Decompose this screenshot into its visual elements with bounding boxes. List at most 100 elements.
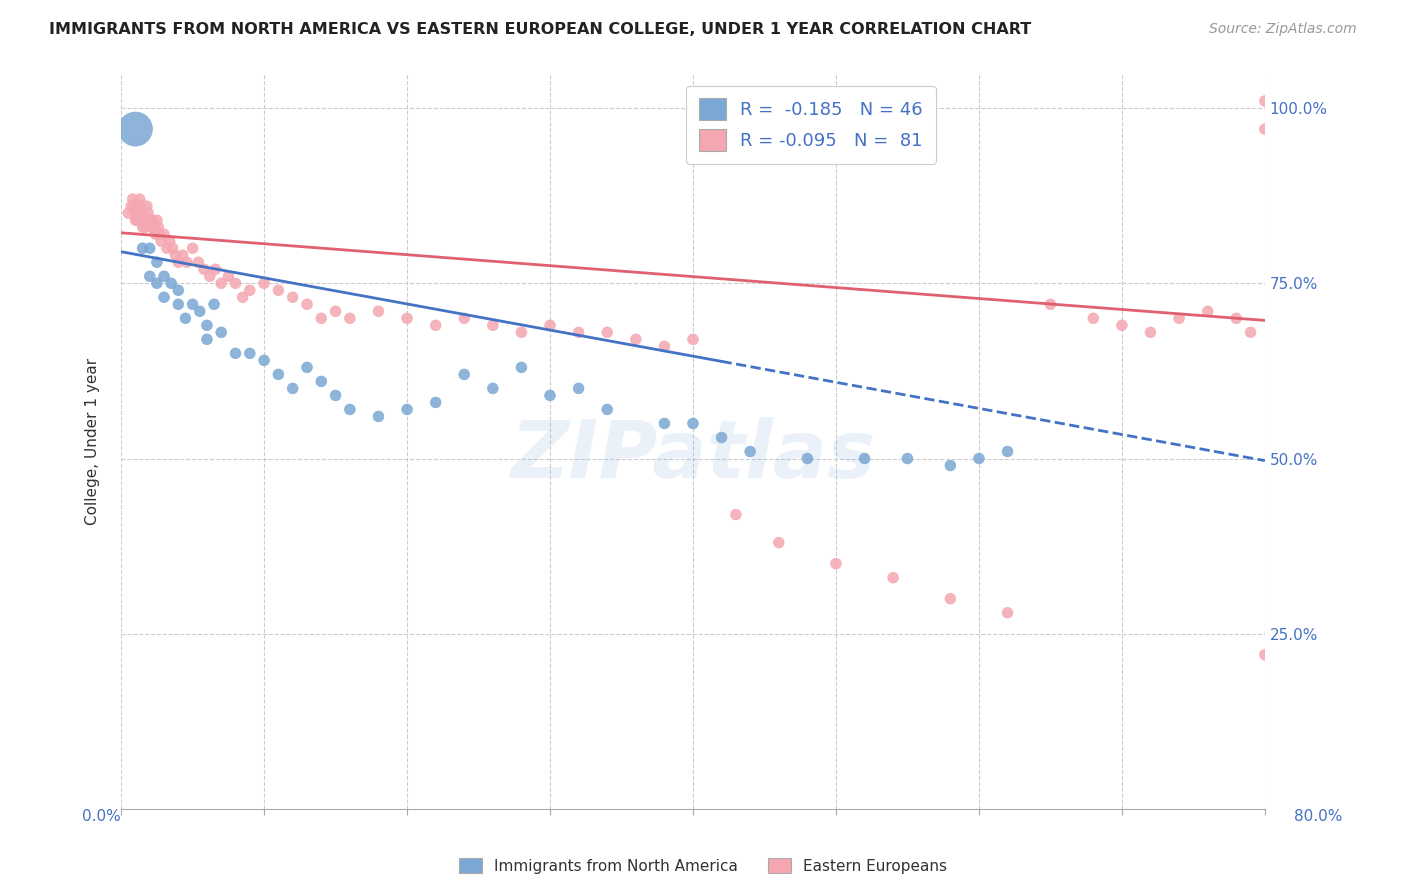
Point [453, 368, 475, 382]
Point [209, 277, 232, 291]
Point [128, 192, 150, 206]
Point [209, 326, 232, 340]
Point [425, 318, 447, 333]
Point [146, 277, 169, 291]
Legend: R =  -0.185   N = 46, R = -0.095   N =  81: R = -0.185 N = 46, R = -0.095 N = 81 [686, 86, 935, 164]
Point [131, 241, 153, 255]
Point [124, 213, 146, 227]
Point [568, 381, 591, 395]
Point [796, 451, 818, 466]
Point [132, 213, 155, 227]
Point [482, 318, 505, 333]
Point [367, 304, 389, 318]
Point [482, 381, 505, 395]
Point [825, 557, 848, 571]
Text: Source: ZipAtlas.com: Source: ZipAtlas.com [1209, 22, 1357, 37]
Point [121, 192, 143, 206]
Point [162, 241, 184, 255]
Point [125, 213, 148, 227]
Point [882, 571, 904, 585]
Point [710, 430, 733, 444]
Point [997, 606, 1019, 620]
Point [128, 199, 150, 213]
Point [187, 255, 209, 269]
Point [1139, 326, 1161, 340]
Point [138, 269, 160, 284]
Point [181, 241, 204, 255]
Point [195, 318, 218, 333]
Point [145, 227, 167, 242]
Point [682, 332, 704, 346]
Point [204, 262, 226, 277]
Point [149, 227, 172, 242]
Point [181, 297, 204, 311]
Point [167, 255, 190, 269]
Point [165, 248, 187, 262]
Point [217, 269, 239, 284]
Point [538, 318, 561, 333]
Point [124, 122, 146, 136]
Point [311, 311, 333, 326]
Legend: Immigrants from North America, Eastern Europeans: Immigrants from North America, Eastern E… [453, 852, 953, 880]
Point [202, 297, 225, 311]
Point [135, 199, 157, 213]
Point [127, 206, 149, 220]
Point [146, 213, 169, 227]
Point [225, 277, 247, 291]
Point [198, 269, 221, 284]
Point [253, 277, 276, 291]
Point [325, 304, 347, 318]
Point [188, 304, 211, 318]
Text: 80.0%: 80.0% [1295, 809, 1343, 823]
Point [131, 220, 153, 235]
Point [967, 451, 990, 466]
Point [654, 339, 676, 353]
Point [740, 444, 762, 458]
Point [939, 458, 962, 473]
Point [153, 269, 176, 284]
Point [174, 311, 197, 326]
Point [239, 346, 262, 360]
Point [146, 255, 169, 269]
Point [654, 417, 676, 431]
Point [510, 326, 533, 340]
Point [624, 332, 647, 346]
Point [538, 388, 561, 402]
Point [1254, 94, 1277, 108]
Point [768, 535, 790, 549]
Point [122, 199, 145, 213]
Point [682, 417, 704, 431]
Point [142, 213, 165, 227]
Point [853, 451, 876, 466]
Point [159, 234, 181, 248]
Point [295, 360, 318, 375]
Point [225, 346, 247, 360]
Point [1111, 318, 1133, 333]
Point [596, 326, 619, 340]
Point [1239, 326, 1261, 340]
Y-axis label: College, Under 1 year: College, Under 1 year [86, 358, 100, 524]
Point [124, 206, 146, 220]
Point [396, 402, 419, 417]
Point [1254, 648, 1277, 662]
Point [339, 402, 361, 417]
Point [939, 591, 962, 606]
Point [138, 241, 160, 255]
Point [134, 220, 156, 235]
Point [138, 213, 160, 227]
Point [117, 206, 139, 220]
Point [510, 360, 533, 375]
Point [131, 206, 153, 220]
Point [596, 402, 619, 417]
Point [232, 290, 254, 304]
Point [896, 451, 918, 466]
Point [311, 375, 333, 389]
Text: 0.0%: 0.0% [82, 809, 121, 823]
Point [396, 311, 419, 326]
Point [1083, 311, 1105, 326]
Point [160, 277, 183, 291]
Point [120, 199, 142, 213]
Point [148, 220, 170, 235]
Point [281, 381, 304, 395]
Point [425, 395, 447, 409]
